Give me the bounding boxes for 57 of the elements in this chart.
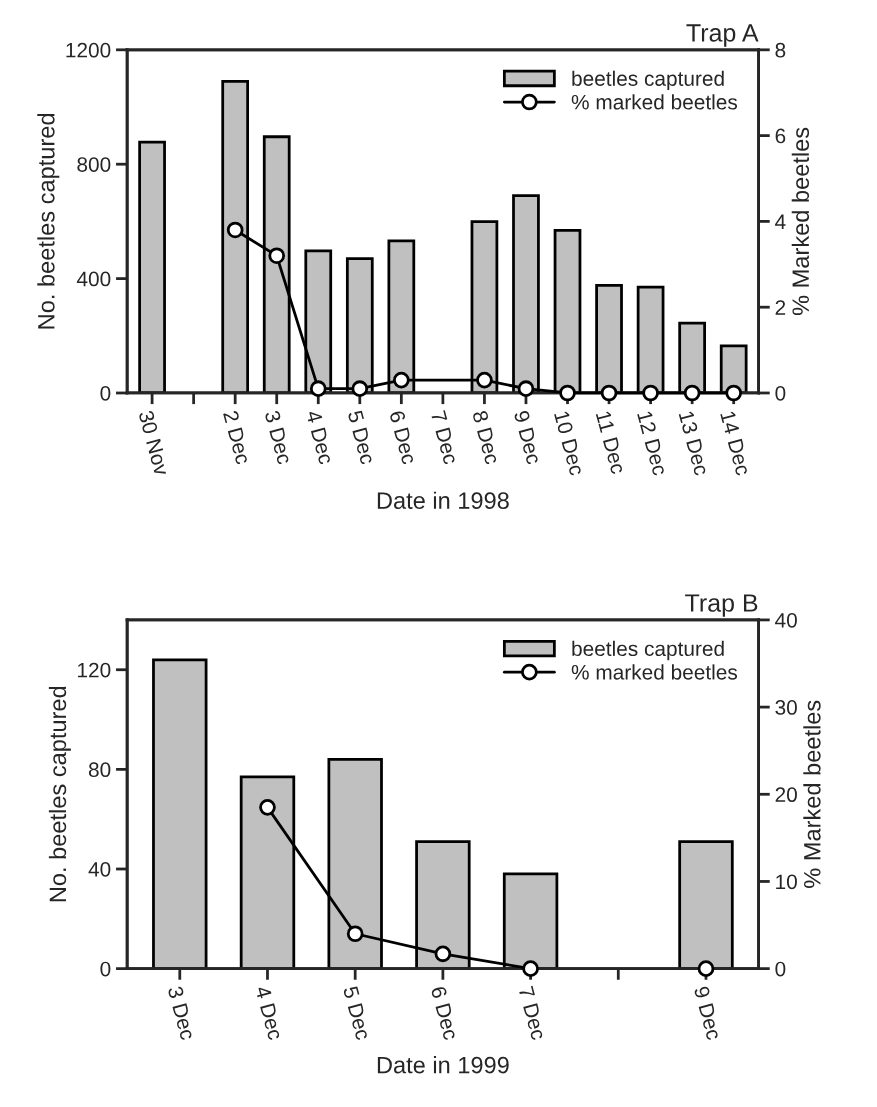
- x-tick-label: 4 Dec: [305, 409, 334, 465]
- y-axis-title: No. beetles captured: [48, 686, 71, 902]
- x-tick-label: 4 Dec: [255, 985, 284, 1041]
- y-tick-label: 80: [88, 762, 111, 778]
- x-tick-label: 12 Dec: [637, 410, 668, 477]
- y2-tick-label: 40: [775, 612, 797, 628]
- x-tick-label: 14 Dec: [720, 410, 751, 477]
- x-tick-label: 13 Dec: [678, 410, 710, 477]
- chart-title: Trap A: [686, 24, 759, 47]
- y2-tick-label: 30: [775, 700, 797, 715]
- x-tick-label: 7 Dec: [430, 410, 459, 465]
- y-tick-label: 0: [100, 385, 111, 401]
- y2-tick-label: 0: [775, 961, 786, 977]
- x-tick-label: 2 Dec: [223, 410, 251, 465]
- y2-axis-title: % Marked beetles: [803, 700, 821, 888]
- x-axis-title: Date in 1998: [377, 491, 509, 509]
- y-tick-label: 40: [88, 862, 111, 877]
- y2-tick-label: 2: [775, 300, 786, 315]
- y-tick-label: 800: [77, 157, 111, 172]
- y2-tick-label: 4: [775, 214, 786, 229]
- legend-label: % marked beetles: [571, 94, 738, 110]
- x-tick-label: 3 Dec: [167, 985, 196, 1041]
- point: [259, 799, 276, 816]
- point: [522, 960, 539, 977]
- y2-axis-title: % Marked beetles: [791, 127, 810, 316]
- y2-tick-label: 20: [775, 787, 797, 803]
- y-tick-label: 0: [100, 961, 111, 977]
- x-tick-label: 8 Dec: [472, 409, 501, 465]
- y2-tick-label: 10: [776, 874, 797, 890]
- x-tick-label: 30 Nov: [138, 409, 170, 477]
- x-tick-label: 5 Dec: [347, 409, 376, 465]
- point: [346, 925, 364, 943]
- chart-title: Trap B: [685, 594, 758, 617]
- point: [697, 960, 715, 977]
- x-tick-label: 3 Dec: [264, 409, 293, 465]
- x-tick-label: 6 Dec: [430, 985, 459, 1041]
- legend-label: beetles captured: [572, 640, 724, 661]
- point: [434, 945, 452, 963]
- x-axis-title: Date in 1999: [377, 1056, 509, 1074]
- x-tick-label: 11 Dec: [595, 410, 626, 475]
- x-tick-label: 5 Dec: [342, 985, 371, 1041]
- bar: [152, 658, 208, 969]
- y-tick-label: 1200: [66, 42, 111, 58]
- x-tick-label: 6 Dec: [389, 410, 418, 465]
- y-tick-label: 400: [76, 271, 111, 287]
- y2-tick-label: 0: [775, 385, 786, 401]
- x-tick-label: 9 Dec: [693, 985, 722, 1041]
- x-tick-label: 9 Dec: [513, 410, 542, 465]
- legend-label: beetles captured: [572, 70, 724, 91]
- x-tick-label: 7 Dec: [518, 985, 547, 1041]
- y-axis-title: No. beetles captured: [37, 113, 60, 329]
- y2-tick-label: 6: [775, 128, 786, 144]
- x-tick-label: 10 Dec: [553, 410, 585, 477]
- y-tick-label: 120: [78, 662, 111, 678]
- legend-label: % marked beetles: [571, 664, 738, 680]
- y2-tick-label: 8: [775, 42, 786, 58]
- bar: [138, 140, 166, 393]
